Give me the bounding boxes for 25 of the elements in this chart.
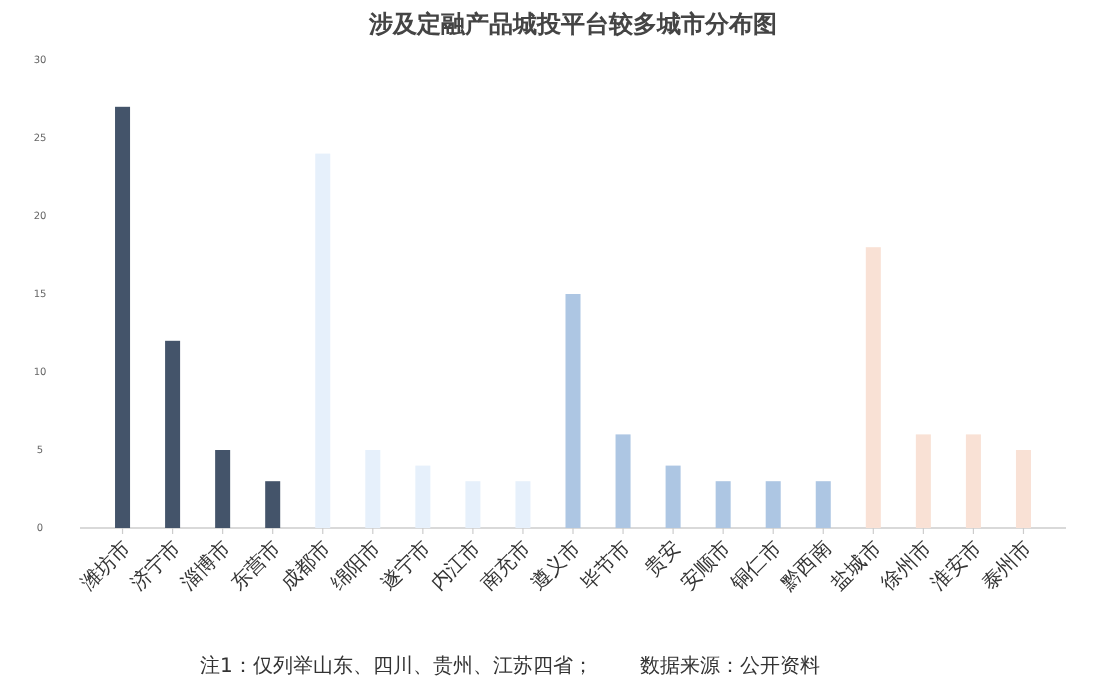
bar [115,106,131,528]
bar [265,481,281,528]
text: 注1：仅列举山东、四川、贵州、江苏四省； [200,654,593,678]
source-note: 数据来源：公开资料 [640,654,820,678]
bar [215,450,231,528]
bar [615,434,631,528]
x-tick-label: 泰州市 [976,535,1037,596]
chart-title: 涉及定融产品城投平台较多城市分布图 [367,10,777,38]
bar [465,481,481,528]
bar [965,434,981,528]
bar [565,294,581,528]
bar [1015,450,1031,528]
bar [365,450,381,528]
bar [665,465,681,528]
x-tick-label: 毕节市 [576,535,636,596]
bar [415,465,431,528]
bar [915,434,931,528]
bar [515,481,531,528]
bar [315,153,331,528]
x-tick-label: 东营市 [226,535,286,596]
bar [765,481,781,528]
bar [165,340,181,528]
bar [815,481,831,528]
bar [865,247,881,528]
bar [715,481,731,528]
